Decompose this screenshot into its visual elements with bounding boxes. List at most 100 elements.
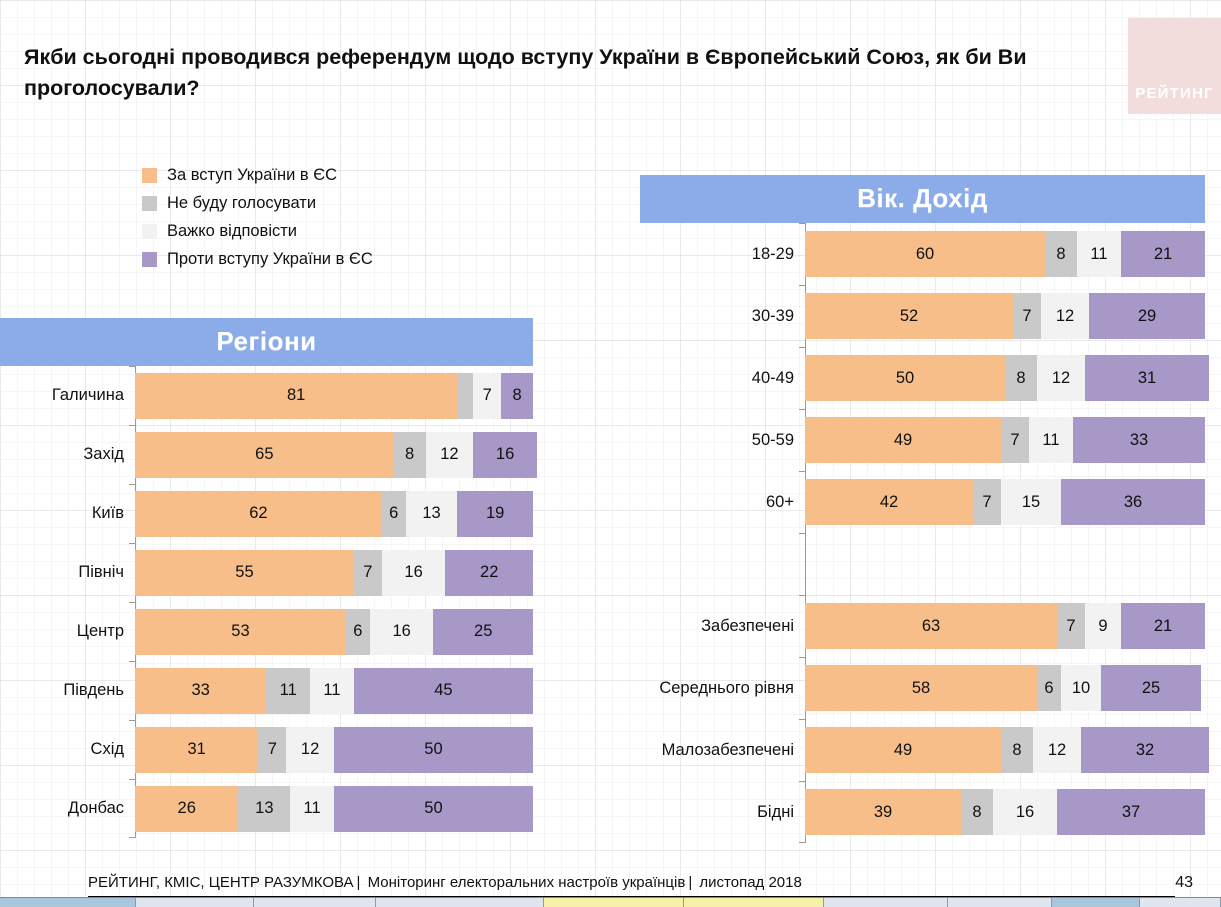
taskbar-cell[interactable] <box>544 898 684 907</box>
legend-label-will_not_vote: Не буду голосувати <box>167 194 317 212</box>
bar-segment: 50 <box>333 785 533 832</box>
legend-item-will_not_vote: Не буду голосувати <box>142 194 373 213</box>
bar-row: Забезпечені 63 7 9 21 <box>640 595 1205 657</box>
stacked-bar[interactable]: 50 8 12 31 <box>805 355 1209 401</box>
stacked-bar[interactable]: 62 6 13 19 <box>135 490 533 537</box>
bar-segment: 6 <box>1037 665 1061 711</box>
taskbar-cell[interactable] <box>948 898 1052 907</box>
bar-segment: 8 <box>501 372 533 419</box>
axis-tick <box>129 366 135 367</box>
legend-item-against_eu: Проти вступу України в ЄС <box>142 250 373 269</box>
stacked-bar[interactable]: 58 6 10 25 <box>805 665 1201 711</box>
row-label: 30-39 <box>751 306 794 325</box>
regions-plot-area: Галичина81478Захід6581216Київ6261319Півн… <box>0 366 537 838</box>
bar-segment: 8 <box>961 789 993 835</box>
axis-tick <box>799 285 805 286</box>
bar-segment: 7 <box>258 726 287 773</box>
bar-segment: 16 <box>369 608 434 655</box>
bar-segment: 81 <box>135 372 458 419</box>
taskbar-cell[interactable] <box>254 898 376 907</box>
bar-segment: 42 <box>805 479 973 525</box>
bar-segment: 62 <box>135 490 382 537</box>
stacked-bar[interactable]: 49 7 11 33 <box>805 417 1205 463</box>
bar-segment: 58 <box>805 665 1037 711</box>
regions-axis-line <box>135 366 136 838</box>
axis-tick <box>799 719 805 720</box>
bar-segment: 9 <box>1085 603 1121 649</box>
page-title: Якби сьогодні проводився референдум щодо… <box>24 45 1027 101</box>
bar-segment: 49 <box>805 727 1001 773</box>
bar-segment: 4 <box>457 372 474 419</box>
stacked-bar[interactable]: 49 8 12 32 <box>805 727 1209 773</box>
bar-segment: 19 <box>457 490 533 537</box>
bar-segment: 36 <box>1061 479 1205 525</box>
chart-legend: За вступ України в ЄС Не буду голосувати В… <box>142 166 373 269</box>
panel-regions: Регіони Галичина81478Захід6581216Київ626… <box>0 318 537 838</box>
rating-logo: РЕЙТИНГ <box>1128 18 1221 114</box>
stacked-bar[interactable]: 60 8 11 21 <box>805 231 1205 277</box>
bar-segment: 11 <box>1077 231 1121 277</box>
taskbar-cell[interactable] <box>376 898 544 907</box>
bar-row: 60+ 42 7 15 36 <box>640 471 1205 533</box>
legend-item-for_eu: За вступ України в ЄС <box>142 166 373 185</box>
bar-segment: 7 <box>473 372 502 419</box>
bar-row: Київ 62 6 13 19 <box>0 484 533 543</box>
bar-segment: 29 <box>1089 293 1205 339</box>
stacked-bar[interactable]: 63 7 9 21 <box>805 603 1205 649</box>
bar-segment: 10 <box>1061 665 1101 711</box>
axis-tick <box>129 602 135 603</box>
taskbar-cell[interactable] <box>824 898 948 907</box>
panel-age-income-header: Вік. Дохід <box>640 175 1205 223</box>
bar-segment: 11 <box>266 667 311 714</box>
bar-segment: 8 <box>1001 727 1033 773</box>
axis-tick-end <box>129 837 135 838</box>
stacked-bar[interactable]: 81478 <box>135 372 533 419</box>
stacked-bar[interactable]: 26 13 11 50 <box>135 785 533 832</box>
stacked-bar[interactable]: 33 11 11 45 <box>135 667 533 714</box>
taskbar-strip[interactable] <box>0 897 1221 907</box>
bar-segment: 7 <box>1013 293 1041 339</box>
row-label: Бідні <box>757 802 794 821</box>
bar-segment: 15 <box>1001 479 1061 525</box>
stacked-bar[interactable]: 39 8 16 37 <box>805 789 1205 835</box>
stacked-bar[interactable]: 65 8 12 16 <box>135 431 537 478</box>
regions-bar-rows: Галичина81478Захід6581216Київ6261319Півн… <box>0 366 537 838</box>
axis-tick <box>799 657 805 658</box>
age-income-plot-area: 18-29 60 8 11 21 30-39 52 7 12 29 40-49 50 8 12 31 50-5… <box>640 223 1209 843</box>
row-label: Схід <box>90 740 124 758</box>
bar-segment: 16 <box>993 789 1057 835</box>
bar-row: Донбас 26 13 11 50 <box>0 779 533 838</box>
bar-segment: 25 <box>433 608 533 655</box>
bar-segment: 12 <box>425 431 474 478</box>
stacked-bar[interactable]: 31 7 12 50 <box>135 726 533 773</box>
taskbar-cell[interactable] <box>1052 898 1140 907</box>
legend-label-hard_to_answer: Важко відповісти <box>167 222 298 240</box>
row-label: Північ <box>78 563 124 581</box>
bar-row: Схід 31 7 12 50 <box>0 720 533 779</box>
taskbar-cell[interactable] <box>136 898 254 907</box>
bar-segment: 31 <box>1085 355 1209 401</box>
axis-tick <box>799 781 805 782</box>
axis-tick <box>129 720 135 721</box>
bar-row: 18-29 60 8 11 21 <box>640 223 1205 285</box>
bar-segment: 55 <box>135 549 354 596</box>
bar-row: Захід 65 8 12 16 <box>0 425 537 484</box>
bar-segment: 6 <box>381 490 406 537</box>
bar-segment: 33 <box>1073 417 1205 463</box>
taskbar-cell[interactable] <box>0 898 136 907</box>
row-label: Центр <box>76 622 124 640</box>
axis-tick <box>799 409 805 410</box>
stacked-bar[interactable]: 55 7 16 22 <box>135 549 533 596</box>
axis-tick-end <box>799 842 805 843</box>
bar-segment: 32 <box>1081 727 1209 773</box>
bar-segment: 7 <box>353 549 382 596</box>
bar-segment: 8 <box>1005 355 1037 401</box>
bar-row: Бідні 39 8 16 37 <box>640 781 1205 843</box>
taskbar-cell[interactable] <box>684 898 824 907</box>
stacked-bar[interactable]: 53 6 16 25 <box>135 608 533 655</box>
taskbar-cell[interactable] <box>1140 898 1221 907</box>
panel-age-income: Вік. Дохід 18-29 60 8 11 21 30-39 52 7 12 29 40-49… <box>640 175 1209 843</box>
stacked-bar[interactable]: 52 7 12 29 <box>805 293 1205 339</box>
stacked-bar[interactable]: 42 7 15 36 <box>805 479 1205 525</box>
